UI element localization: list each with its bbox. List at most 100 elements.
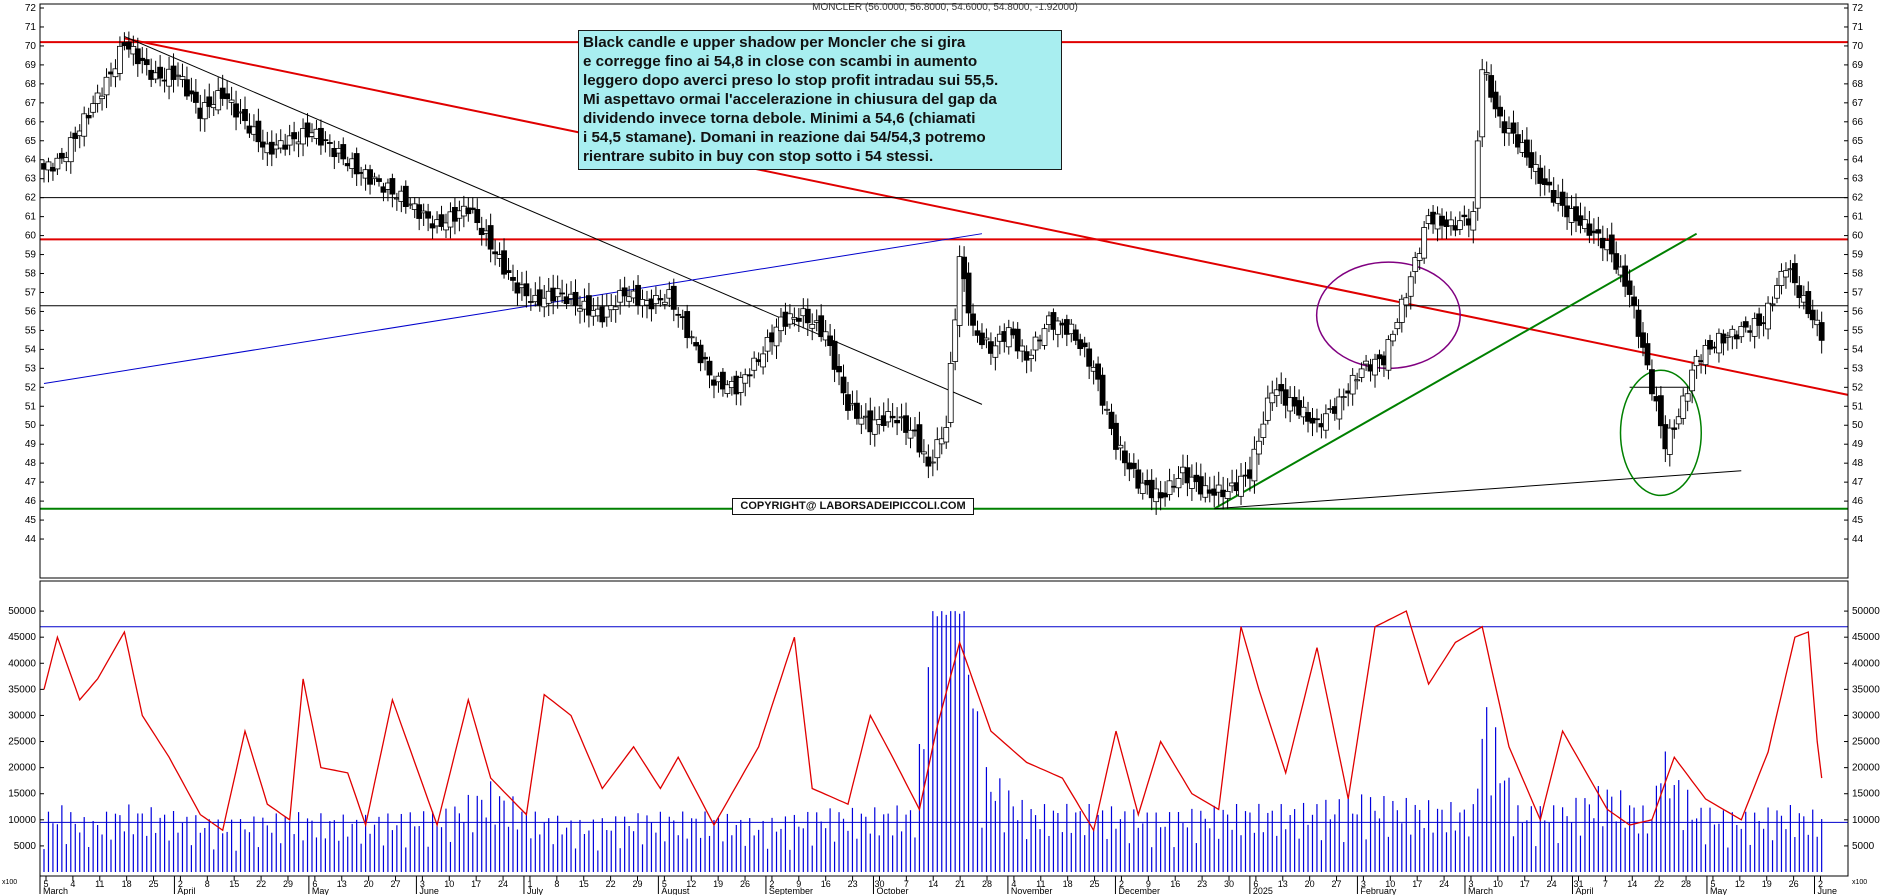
candle-body [697,344,704,364]
candle-body [1550,189,1557,203]
price-tick-label-right: 67 [1852,98,1864,109]
candle-body [1595,229,1602,234]
candle-body [1398,298,1405,323]
candle-body [563,296,570,305]
copyright-label: COPYRIGHT@ LABORSADEIPICCOLI.COM [732,498,974,515]
x-tick-day: 15 [229,879,239,889]
candle-body [501,250,507,275]
trend-line [43,233,983,385]
price-tick-label-right: 49 [1852,439,1864,450]
candle-body [1184,467,1191,484]
price-tick-label-left: 49 [25,439,37,450]
candle-body [1255,440,1262,455]
candle-body [1340,396,1347,398]
candle-body [1117,444,1124,449]
candle-body [1702,345,1709,366]
candle-body [1608,234,1615,255]
candle-body [921,451,927,455]
candle-body [670,285,677,310]
x-tick-month: April [1576,886,1594,895]
price-tick-label-left: 65 [25,136,37,147]
x-tick-day: 15 [579,879,589,889]
candle-body [1791,263,1798,284]
candle-body [1260,423,1267,438]
candle-body [809,324,816,329]
candle-body [1412,257,1419,272]
candle-body [1081,342,1088,348]
candle-body [134,48,141,65]
x-tick-day: 11 [1036,879,1045,889]
x-tick-month: August [661,886,690,895]
price-tick-label-right: 52 [1852,382,1864,393]
price-tick-label-right: 66 [1852,117,1864,128]
candle-body [795,317,802,322]
candle-body [85,114,92,119]
volume-tick-label-right: 30000 [1852,710,1880,721]
trend-line [1214,470,1742,510]
candle-body [1251,448,1258,482]
price-tick-label-left: 58 [25,269,37,280]
candle-body [1778,270,1785,286]
candle-body [1305,412,1311,422]
x-tick-day: 10 [1493,879,1503,889]
x-tick-day: 23 [848,879,858,889]
candle-body [1215,484,1222,493]
candle-body [1523,139,1530,158]
candle-body [81,113,88,137]
candle-body [505,270,512,273]
price-tick-label-right: 47 [1852,477,1864,488]
volume-unit-label-left: x100 [2,879,17,886]
volume-tick-label-left: 35000 [8,684,36,695]
x-tick-day: 12 [1735,879,1745,889]
candle-body [201,102,208,120]
x-tick-day: 27 [1332,879,1342,889]
candle-body [1809,309,1816,321]
candle-body [242,109,248,122]
candle-body [322,139,329,142]
candle-body [1394,322,1401,330]
candle-body [1054,320,1061,335]
candle-body [1738,326,1745,338]
volume-tick-label-left: 25000 [8,737,36,748]
price-tick-label-left: 44 [25,534,37,545]
x-tick-month: June [1817,886,1837,895]
volume-tick-label-right: 35000 [1852,684,1880,695]
candle-body [1479,69,1486,138]
candle-body [1032,336,1039,351]
candle-body [340,144,347,160]
candle-body [157,66,164,79]
candle-body [836,366,842,373]
candle-body [1707,340,1713,350]
price-tick-label-left: 72 [25,3,37,14]
candle-body [889,415,896,419]
x-tick-day: 20 [1305,879,1315,889]
x-tick-day: 10 [444,879,454,889]
x-tick-day: 21 [955,879,965,889]
volume-tick-label-left: 10000 [8,815,36,826]
price-tick-label-left: 70 [25,41,37,52]
x-tick-day: 24 [1439,879,1449,889]
candle-body [1640,332,1646,348]
candle-body [612,306,619,310]
volume-tick-label-right: 45000 [1852,632,1880,643]
x-tick-day: 14 [928,879,938,889]
x-tick-day: 31 [1574,879,1584,889]
volume-panel-frame [39,580,1849,877]
x-tick-month: June [419,886,439,895]
candle-body [1095,363,1101,380]
price-tick-label-left: 50 [25,420,37,431]
candle-body [724,384,731,394]
candle-body [1278,384,1285,392]
candle-body [371,176,378,180]
candle-body [929,461,936,464]
candle-body [277,140,284,149]
candle-body [523,283,530,297]
x-tick-month: October [876,886,908,895]
trend-line [1213,232,1698,510]
price-panel-frame [39,3,1849,579]
candle-body [1573,206,1579,222]
candle-body [746,374,753,377]
x-tick-day: 24 [1547,879,1557,889]
x-tick-day: 6 [1253,879,1258,889]
